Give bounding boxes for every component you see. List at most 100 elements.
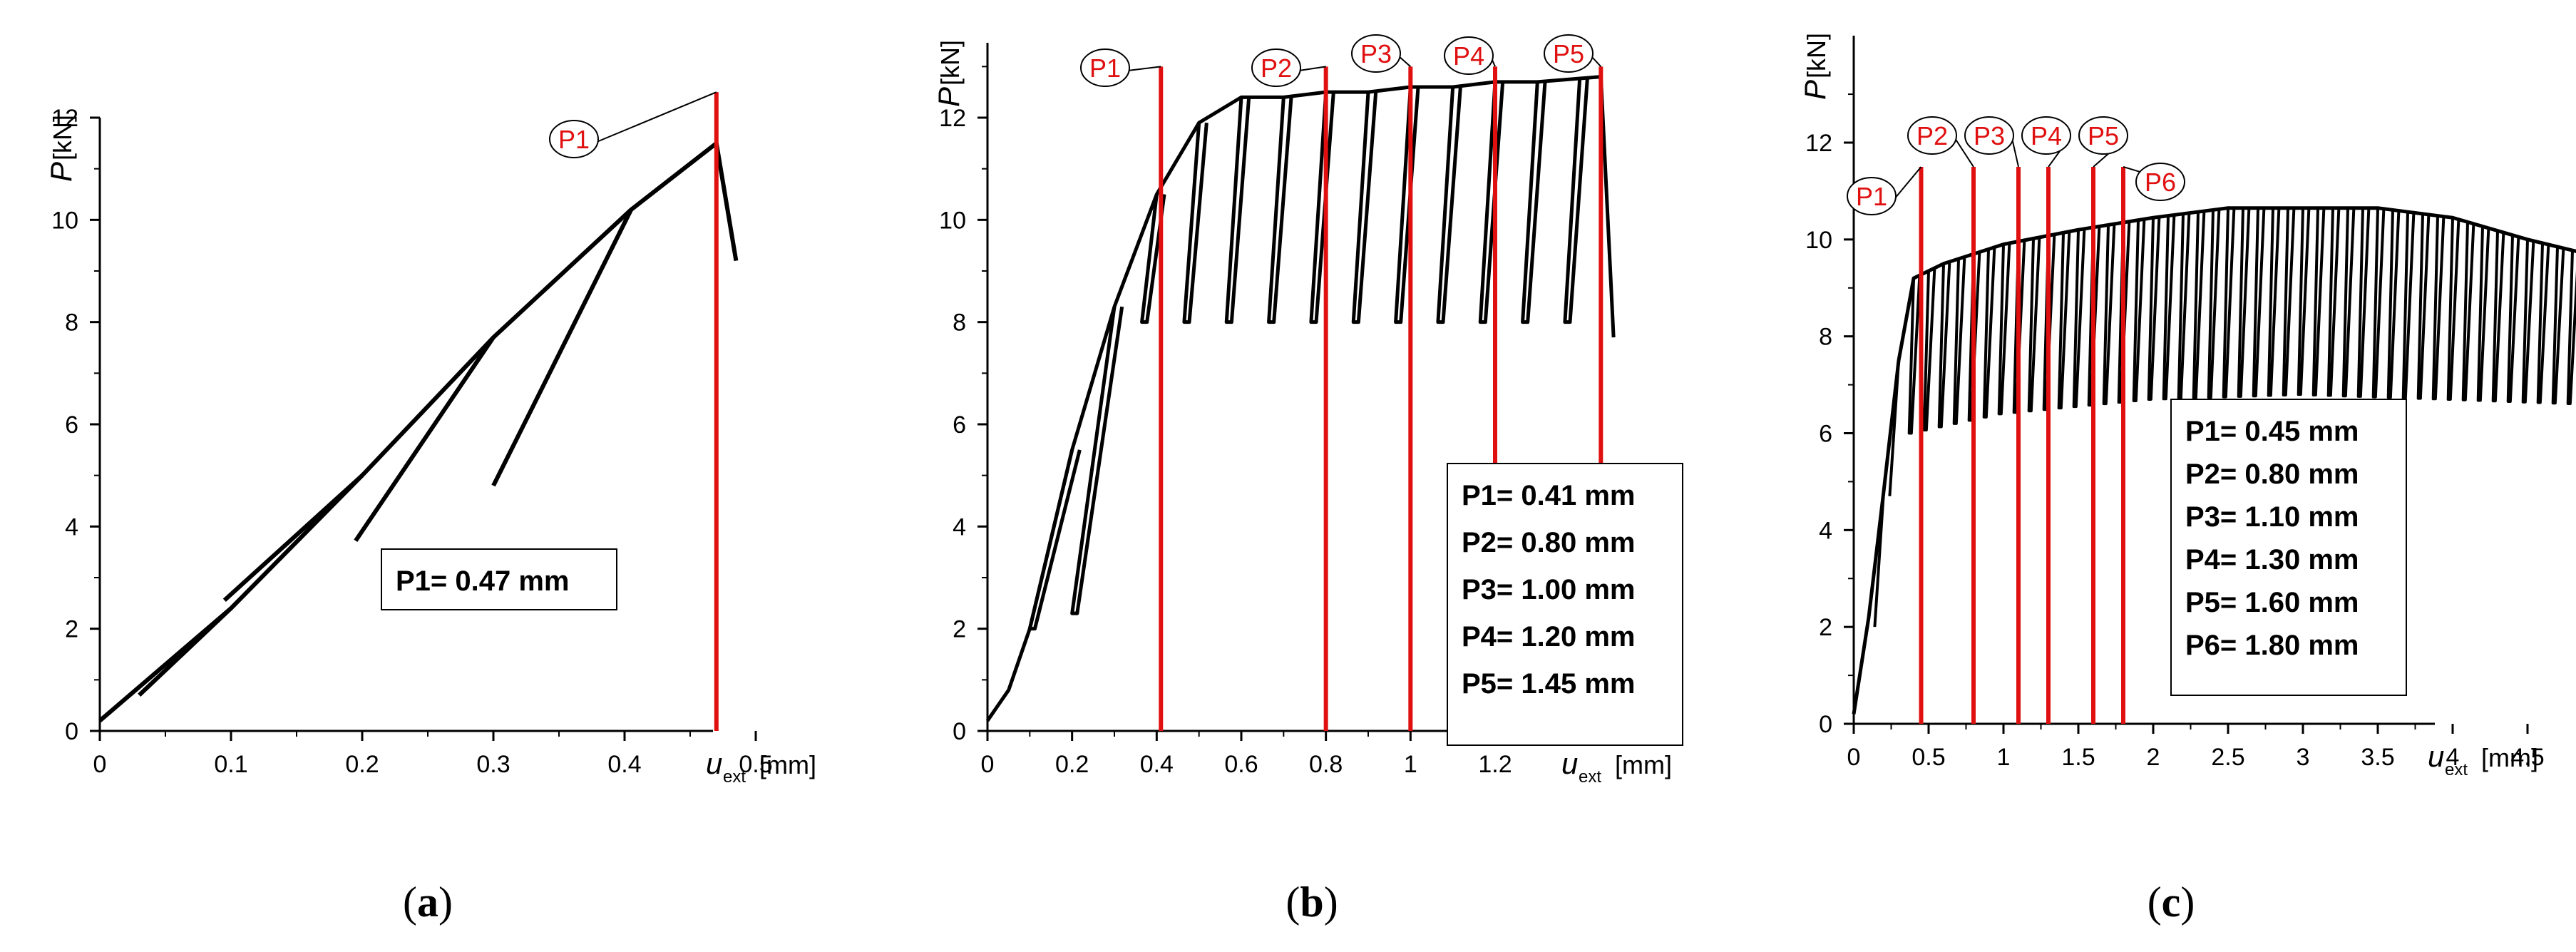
legend-entry: P3= 1.00 mm [1462,574,1636,605]
legend-entry: P2= 0.80 mm [1462,527,1636,558]
data-cycle [2551,246,2565,405]
y-axis-symbol: P [932,87,965,107]
data-cycle [1982,247,1996,419]
data-cycle [1478,81,1505,324]
data-cycle [2521,239,2535,404]
marker-label-p3: P3 [1974,121,2005,150]
x-tick-label: 1 [1404,751,1417,778]
caption-open-paren: ( [2147,879,2162,926]
x-axis-unit: [mm] [1615,750,1672,779]
data-cycle [1351,91,1378,324]
data-cycle [1070,306,1124,615]
marker-bubble-p1 [1847,177,1897,215]
y-tick-label: 10 [51,207,78,234]
panel-caption: (b) [1286,879,1338,926]
marker-bubble-p4 [1444,36,1494,75]
x-tick-label: 4 [2446,744,2460,771]
marker-label-p4: P4 [1453,41,1484,71]
data-cycle [2132,219,2146,402]
marker-label-p2: P2 [1261,53,1292,83]
data-cycle [1907,275,1921,435]
x-tick-label: 0.6 [1224,751,1258,778]
data-cycle [1563,78,1589,324]
marker-bubble-p3 [1351,34,1401,73]
y-axis-unit: [kN] [1802,33,1831,78]
x-axis-symbol: u [1561,747,1578,780]
x-tick-label: 0 [93,751,107,778]
marker-label-p3: P3 [1360,39,1392,68]
legend-box [2170,399,2407,696]
caption-close-paren: ) [438,879,453,926]
chart-panel-c: 0 0.5 1 1.5 2 2.5 3 3.5 4 4.5 0 2 4 6 8 10 12 P[kN] u ext [m… [1798,33,2576,926]
marker-label-p1: P1 [1856,182,1887,211]
data-curve [98,140,739,722]
data-cycle [2326,208,2341,397]
marker-bubble-p6 [2135,163,2185,201]
x-axis-symbol: u [706,747,722,780]
marker-bubble-p3 [1964,116,2014,155]
legend-entry: P5= 1.60 mm [2185,587,2359,618]
marker-label-p5: P5 [1553,39,1584,68]
marker-bubble-p5 [1544,34,1594,73]
data-cycle [2297,208,2311,396]
data-cycle [2177,213,2191,400]
caption-close-paren: ) [2180,879,2195,926]
y-tick-label: 8 [1819,324,1832,351]
x-axis-unit: [mm] [2481,743,2538,772]
marker-leader-p1 [1127,66,1161,71]
data-cycle [1182,122,1209,324]
data-cycle [1937,261,1951,429]
marker-leader-p5 [1591,56,1602,68]
data-cycle [491,208,633,487]
x-tick-label: 1.2 [1478,751,1512,778]
y-tick-label: 4 [953,513,966,541]
y-tick-label: 4 [1819,517,1832,544]
x-tick-label: 4.5 [2510,744,2544,771]
marker-label-p2: P2 [1916,121,1948,150]
data-cycle [2027,237,2041,413]
data-cycle [2311,208,2326,396]
chart-panel-b: 0 0.2 0.4 0.6 0.8 1 1.2 0 2 4 6 8 10 12P[kN] u ext [mm] P… [932,34,1683,926]
legend-entry: P1= 0.41 mm [1462,480,1636,511]
y-axis-label: P[kN] [1798,33,1832,100]
data-cycle [1873,491,1885,628]
data-cycle [2476,226,2490,402]
y-tick-label: 8 [65,309,78,337]
x-tick-label: 2.5 [2211,744,2244,771]
data-cycle [1140,194,1166,324]
data-cycle [2282,208,2296,396]
marker-bubble-p5 [2078,116,2128,155]
data-cycle [1888,360,1900,496]
marker-bubble-p1 [1080,48,1130,87]
x-axis-symbol: u [2428,739,2444,773]
data-cycle [2222,208,2236,399]
caption-letter: a [417,879,438,926]
x-tick-label: 3 [2297,744,2310,771]
marker-bubble-p4 [2021,116,2071,155]
y-tick-label: 6 [1819,421,1832,448]
x-tick-label: 0.5 [1912,744,1945,771]
data-cycle [1267,97,1293,324]
y-tick-label: 2 [65,616,78,643]
data-cycle [2237,208,2251,398]
legend-entry: P5= 1.45 mm [1462,668,1636,700]
legend-entry: P2= 0.80 mm [2185,459,2359,490]
y-axis-unit: [kN] [935,40,965,86]
marker-label-p5: P5 [2088,121,2119,150]
data-cycle [2356,208,2371,398]
x-tick-label: 3.5 [2361,744,2394,771]
marker-leader-p1 [596,91,717,143]
data-cycle [2162,215,2176,401]
data-cycle [2371,208,2386,399]
data-cycle [2506,235,2520,403]
panel-caption: (c) [2147,879,2195,926]
y-tick-label: 10 [939,207,966,234]
marker-leader-p3 [1398,56,1411,68]
x-tick-label: 0 [1847,744,1861,771]
caption-open-paren: ( [403,879,417,926]
x-tick-label: 0.2 [345,751,379,778]
legend-entry: P1= 0.47 mm [396,565,570,597]
marker-leader-p3 [2011,138,2019,168]
data-cycle [1521,81,1547,324]
